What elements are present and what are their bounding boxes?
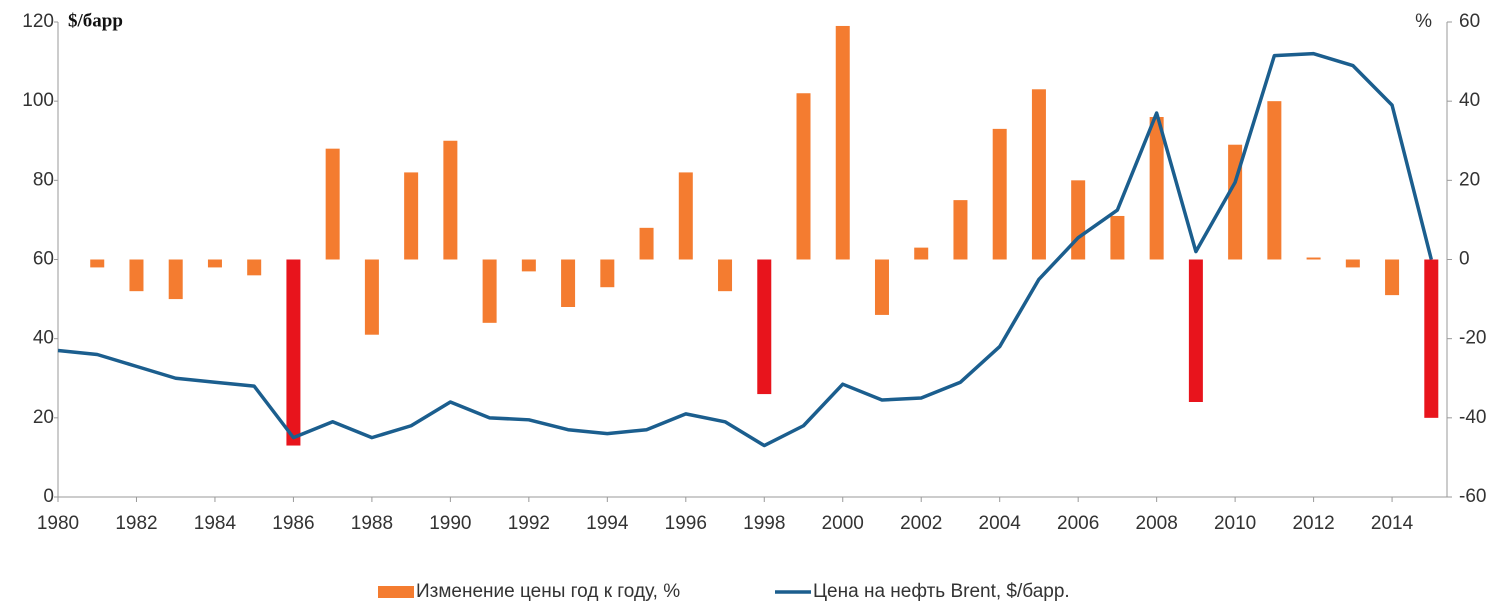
y2-tick-label: 60 [1459,11,1480,32]
bar [1071,180,1086,260]
y2-tick-label: -60 [1459,486,1486,507]
bar [1031,89,1046,260]
y-tick-label: 60 [33,249,54,270]
bar [286,259,301,446]
bar [953,200,968,260]
x-tick-label: 2002 [900,513,942,534]
y2-tick-label: -40 [1459,407,1486,428]
x-tick-label: 1992 [508,513,550,534]
x-tick-label: 1998 [743,513,785,534]
bar [1188,259,1203,402]
bar [914,247,929,260]
bar [129,259,144,292]
y-tick-label: 0 [43,486,54,507]
bar [364,259,379,335]
y2-axis-label: % [1415,11,1432,32]
y-tick-label: 100 [22,90,54,111]
x-tick-label: 1994 [586,513,629,534]
x-tick-label: 1982 [115,513,157,534]
y-tick-label: 80 [33,169,54,190]
legend-swatch [378,586,414,598]
x-tick-label: 2004 [979,513,1022,534]
x-tick-label: 1980 [37,513,79,534]
bar [1345,259,1360,268]
x-tick-label: 2014 [1371,513,1414,534]
bar [639,227,654,260]
bar [168,259,183,300]
bar [835,25,850,260]
bar [443,140,458,260]
x-tick-label: 1984 [194,513,237,534]
y2-tick-label: -20 [1459,328,1486,349]
bar [1306,257,1321,260]
x-tick-label: 2006 [1057,513,1099,534]
y-tick-label: 20 [33,407,54,428]
x-tick-label: 2008 [1136,513,1178,534]
x-tick-label: 2012 [1292,513,1334,534]
bar [521,259,536,272]
bar [247,259,262,276]
bar [678,172,693,260]
x-tick-label: 1996 [665,513,707,534]
line [57,51,1434,448]
legend-label: Цена на нефть Brent, $/барр. [813,581,1070,602]
y-tick-label: 40 [33,328,54,349]
y2-tick-label: 20 [1459,169,1480,190]
bar [207,259,222,268]
x-tick-label: 1986 [272,513,314,534]
bar [992,128,1007,260]
y-tick-label: 120 [22,11,54,32]
bar [90,259,105,268]
bar [718,259,733,292]
bar [757,259,772,395]
x-tick-label: 1988 [351,513,393,534]
bar [404,172,419,260]
bar [874,259,889,315]
legend-label: Изменение цены год к году, % [416,581,680,602]
x-tick-label: 2010 [1214,513,1256,534]
bar [1424,259,1439,418]
bar [325,148,340,260]
bar [1385,259,1400,296]
bar [482,259,497,323]
bar [796,93,811,260]
x-tick-label: 2000 [822,513,864,534]
y2-tick-label: 40 [1459,90,1480,111]
bar [600,259,615,288]
bar [1110,215,1125,260]
y2-tick-label: 0 [1459,249,1470,270]
bar [1149,117,1164,260]
y-axis-label: $/барр [68,10,123,31]
bar [1267,101,1282,260]
bar [561,259,576,307]
x-tick-label: 1990 [429,513,471,534]
